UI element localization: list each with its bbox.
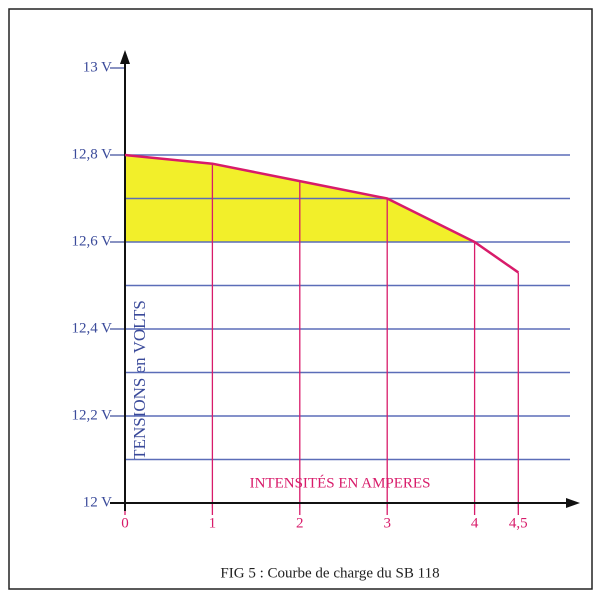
- line: [124, 153, 520, 274]
- y-tick-label: 12,2 V: [71, 407, 112, 423]
- x-tick-label: 4: [471, 515, 479, 531]
- y-tick-label: 12 V: [83, 494, 112, 510]
- y-axis-label: TENSIONS en VOLTS: [130, 300, 149, 460]
- y-tick-label: 13 V: [83, 59, 112, 75]
- chart-title: FIG 5 : Courbe de charge du SB 118: [220, 565, 439, 581]
- x-axis-label: INTENSITÉS EN AMPERES: [250, 474, 431, 491]
- x-tick-label: 0: [121, 515, 129, 531]
- frame: [8, 8, 593, 590]
- y-tick-label: 12,8 V: [71, 146, 112, 162]
- y-tick-label: 12,6 V: [71, 233, 112, 249]
- x-tick-label: 1: [209, 515, 217, 531]
- x-tick-label: 4,5: [509, 515, 528, 531]
- y-axis-arrow: [120, 50, 130, 64]
- x-tick-label: 2: [296, 515, 304, 531]
- x-axis-arrow: [566, 498, 580, 508]
- x-tick-label: 3: [383, 515, 391, 531]
- y-tick-label: 12,4 V: [71, 320, 112, 336]
